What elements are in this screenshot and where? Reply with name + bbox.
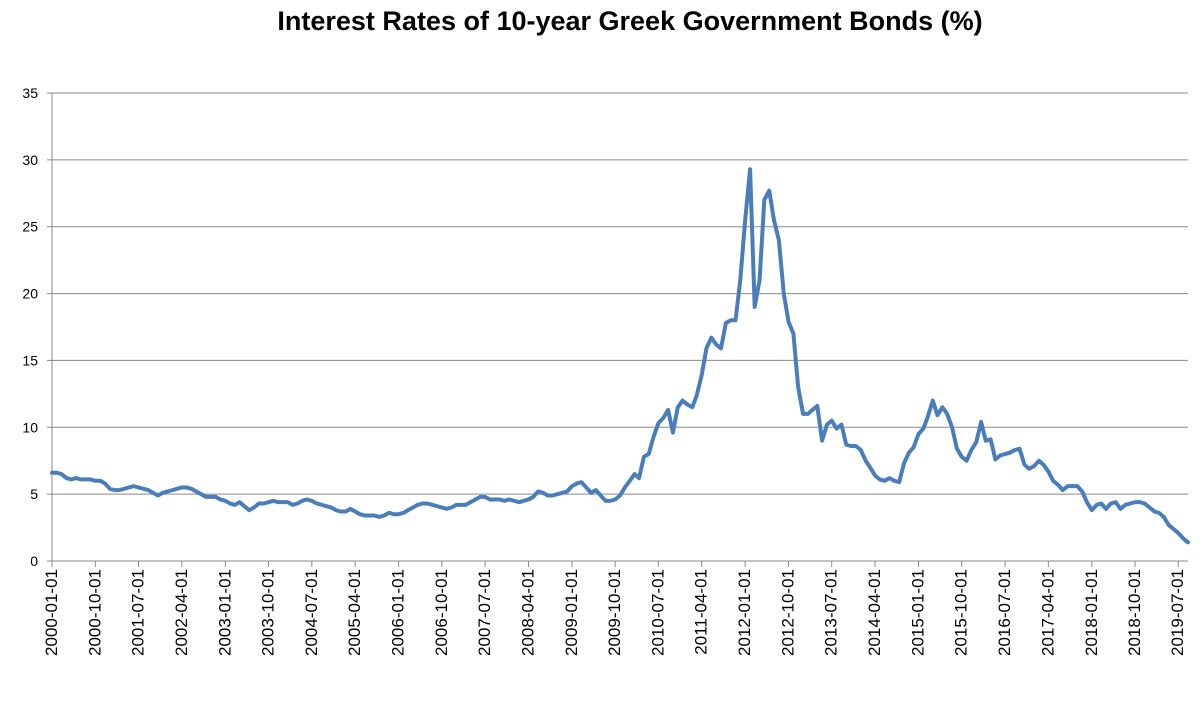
x-tick-label: 2015-01-01 bbox=[909, 569, 928, 656]
x-tick-label: 2016-07-01 bbox=[995, 569, 1014, 656]
y-tick-label: 10 bbox=[22, 419, 38, 435]
x-tick-label: 2009-01-01 bbox=[562, 569, 581, 656]
y-tick-label: 20 bbox=[22, 286, 38, 302]
x-tick-label: 2003-01-01 bbox=[215, 569, 234, 656]
x-tick-label: 2012-01-01 bbox=[735, 569, 754, 656]
x-tick-label: 2000-01-01 bbox=[42, 569, 61, 656]
x-tick-label: 2018-10-01 bbox=[1125, 569, 1144, 656]
y-tick-label: 25 bbox=[22, 219, 38, 235]
x-tick-label: 2006-10-01 bbox=[432, 569, 451, 656]
x-tick-label: 2017-04-01 bbox=[1038, 569, 1057, 656]
x-tick-label: 2006-01-01 bbox=[389, 569, 408, 656]
x-tick-label: 2013-07-01 bbox=[822, 569, 841, 656]
x-tick-label: 2001-07-01 bbox=[129, 569, 148, 656]
x-tick-label: 2008-04-01 bbox=[519, 569, 538, 656]
x-tick-label: 2014-04-01 bbox=[865, 569, 884, 656]
x-tick-label: 2010-07-01 bbox=[648, 569, 667, 656]
chart-title: Interest Rates of 10-year Greek Governme… bbox=[277, 6, 983, 36]
y-tick-label: 15 bbox=[22, 352, 38, 368]
x-tick-label: 2000-10-01 bbox=[85, 569, 104, 656]
x-tick-label: 2005-04-01 bbox=[345, 569, 364, 656]
y-tick-label: 30 bbox=[22, 152, 38, 168]
x-tick-label: 2019-07-01 bbox=[1168, 569, 1187, 656]
x-tick-label: 2012-10-01 bbox=[779, 569, 798, 656]
x-tick-label: 2002-04-01 bbox=[172, 569, 191, 656]
series-line bbox=[50, 167, 1190, 545]
y-tick-label: 5 bbox=[30, 486, 38, 502]
x-tick-label: 2003-10-01 bbox=[259, 569, 278, 656]
x-tick-label: 2009-10-01 bbox=[605, 569, 624, 656]
x-tick-label: 2004-07-01 bbox=[302, 569, 321, 656]
x-tick-label: 2007-07-01 bbox=[475, 569, 494, 656]
x-tick-label: 2018-01-01 bbox=[1082, 569, 1101, 656]
y-tick-label: 35 bbox=[22, 85, 38, 101]
x-tick-label: 2015-10-01 bbox=[952, 569, 971, 656]
y-tick-label: 0 bbox=[30, 553, 38, 569]
x-tick-label: 2011-04-01 bbox=[692, 569, 711, 655]
